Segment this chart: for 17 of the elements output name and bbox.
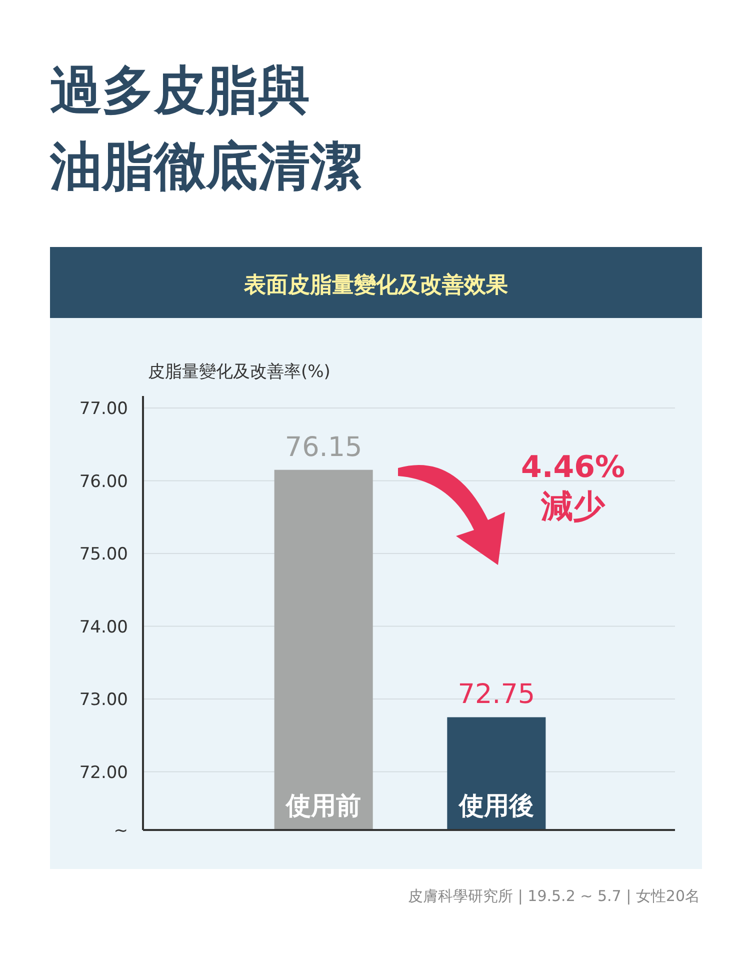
annotation: 4.46% bbox=[520, 450, 626, 485]
chart-subtitle: 表面皮脂量變化及改善效果 bbox=[243, 272, 509, 298]
y-axis-title: 皮脂量變化及改善率(%) bbox=[148, 362, 330, 382]
chart-title: 過多皮脂與油脂徹底清潔 bbox=[49, 61, 362, 197]
data-label: 76.15 bbox=[284, 432, 362, 463]
y-tick-label: 77.00 bbox=[79, 399, 128, 419]
y-tick-label: 75.00 bbox=[79, 544, 128, 565]
x-tick-label: 使用前 bbox=[285, 791, 362, 820]
x-tick-label: 使用後 bbox=[458, 791, 534, 820]
text: 皮膚科學研究所 | 19.5.2 ~ 5.7 | 女性20名 bbox=[408, 887, 700, 905]
y-tick-label: 74.00 bbox=[79, 617, 128, 638]
y-tick-label: 72.00 bbox=[79, 762, 128, 783]
y-tick-label: 73.00 bbox=[79, 690, 128, 710]
annotation: 減少 bbox=[540, 487, 606, 525]
data-label: 72.75 bbox=[458, 679, 536, 710]
y-tick-label: 76.00 bbox=[79, 472, 128, 492]
y-tick-label: ~ bbox=[114, 821, 128, 841]
